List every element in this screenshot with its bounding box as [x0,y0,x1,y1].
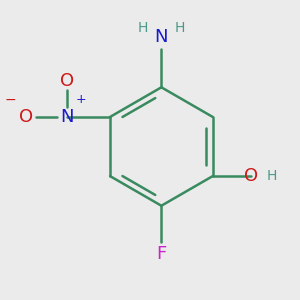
Text: F: F [156,245,167,263]
Text: N: N [154,28,168,46]
Text: O: O [20,108,34,126]
Text: O: O [244,167,258,185]
Text: H: H [175,21,185,35]
Text: H: H [138,21,148,35]
Text: H: H [267,169,278,183]
Text: N: N [60,108,74,126]
Text: +: + [76,94,87,106]
Text: O: O [60,72,74,90]
Text: −: − [4,92,16,106]
